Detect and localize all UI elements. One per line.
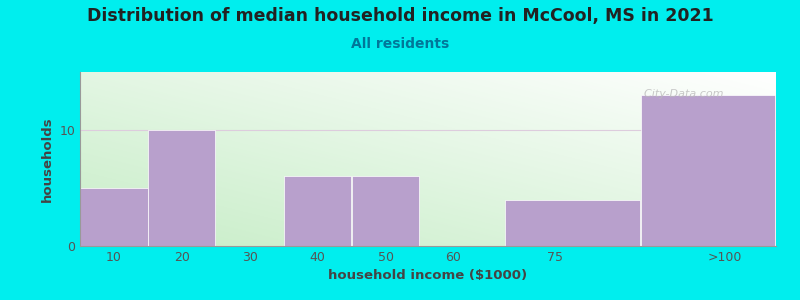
Text: All residents: All residents [351,38,449,52]
X-axis label: household income ($1000): household income ($1000) [329,269,527,282]
Text: Distribution of median household income in McCool, MS in 2021: Distribution of median household income … [86,8,714,26]
Bar [80,188,147,246]
Bar [352,176,419,246]
Bar [284,176,351,246]
Y-axis label: households: households [41,116,54,202]
Text: City-Data.com: City-Data.com [637,89,723,99]
Bar [505,200,639,246]
Bar [641,95,775,246]
Bar [148,130,215,246]
